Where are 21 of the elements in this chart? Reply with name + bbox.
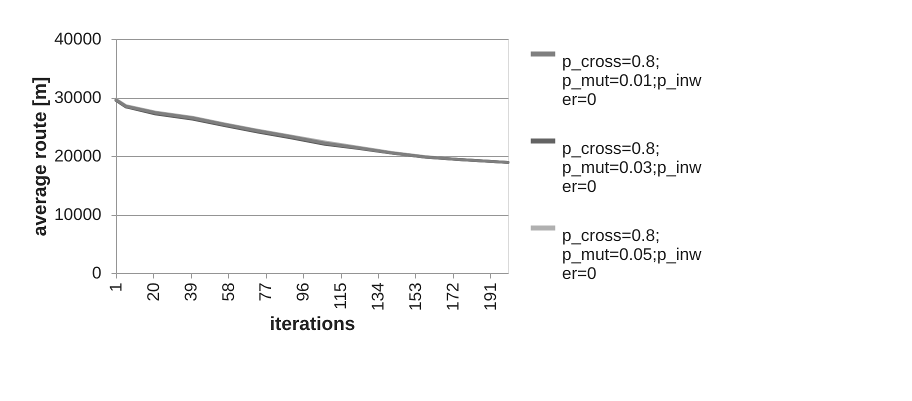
y-tick-label: 20000 (54, 146, 102, 166)
x-tick-label: 20 (144, 282, 163, 302)
y-tick-label: 10000 (54, 205, 102, 224)
x-tick-label: 1 (106, 282, 126, 292)
x-tick-label: 58 (218, 282, 238, 302)
x-axis-title: iterations (270, 314, 356, 335)
legend-label: p_cross=0.8; p_mut=0.03;p_inwer=0 (562, 139, 702, 196)
y-tick-label: 0 (92, 264, 102, 282)
x-tick-label: 39 (181, 282, 200, 302)
y-tick-label: 30000 (54, 88, 102, 107)
x-tick-label: 191 (480, 282, 500, 311)
y-axis-title: average route [m] (30, 76, 52, 236)
x-tick-label: 172 (443, 282, 462, 311)
y-tick-label: 40000 (54, 30, 102, 48)
x-tick-label: 134 (368, 282, 388, 311)
legend-label: p_cross=0.8; p_mut=0.05;p_inwer=0 (562, 226, 702, 283)
x-tick-label: 153 (406, 282, 425, 311)
x-tick-label: 115 (331, 282, 350, 310)
x-tick-label: 96 (294, 282, 313, 302)
legend-label: p_cross=0.8; p_mut=0.01;p_inwer=0 (562, 52, 702, 109)
x-tick-label: 77 (256, 282, 276, 302)
